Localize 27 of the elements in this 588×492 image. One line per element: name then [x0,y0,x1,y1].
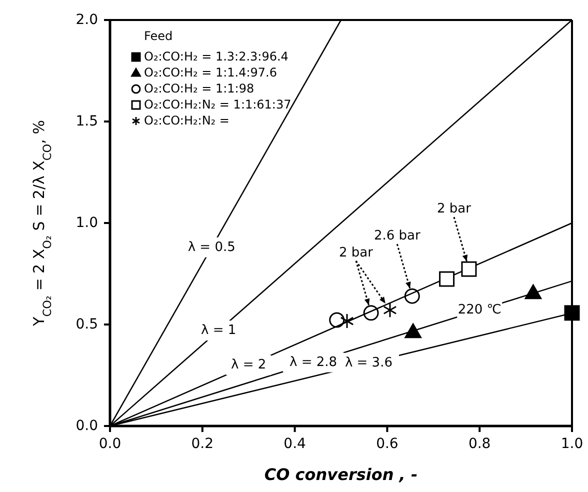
legend-label: O₂:CO:H₂:N₂ = 1:1:61:37 [144,97,292,112]
x-tick-label: 0.4 [284,436,306,452]
annotation: λ = 0.5 [188,240,236,255]
y-tick-label: 0.5 [76,316,98,332]
legend-title: Feed [144,29,173,43]
y-tick-label: 2.0 [76,12,98,28]
annotation: λ = 2 [231,358,266,373]
legend-label: O₂:CO:H₂ = 1:1.4:97.6 [144,65,277,80]
y-tick-label: 1.0 [76,214,98,231]
annotation: λ = 3.6 [344,355,392,370]
annotation: 2 bar [436,202,472,217]
y-tick-label: 0.0 [76,418,98,434]
x-tick-label: 0.2 [191,436,214,452]
y-tick-label: 1.5 [76,113,98,130]
legend-label: O₂:CO:H₂ = 1.3:2.3:96.4 [144,49,288,64]
x-tick-label: 0.6 [376,436,398,452]
x-tick-label: 0.8 [468,436,491,452]
x-tick-label: 1.0 [560,436,584,452]
annotation: 2 bar [339,245,374,260]
legend-label: O₂:CO:H₂ = 1:1:98 [144,81,254,96]
annotation: λ = 1 [201,323,236,338]
x-axis-title: CO conversion , - [264,465,418,484]
annotation: 220 ℃ [458,302,502,318]
legend-label: O₂:CO:H₂:N₂ = [144,113,230,128]
annotation: 2.6 bar [374,228,421,244]
annotation: λ = 2.8 [290,354,338,370]
x-tick-label: 0.0 [98,436,122,452]
